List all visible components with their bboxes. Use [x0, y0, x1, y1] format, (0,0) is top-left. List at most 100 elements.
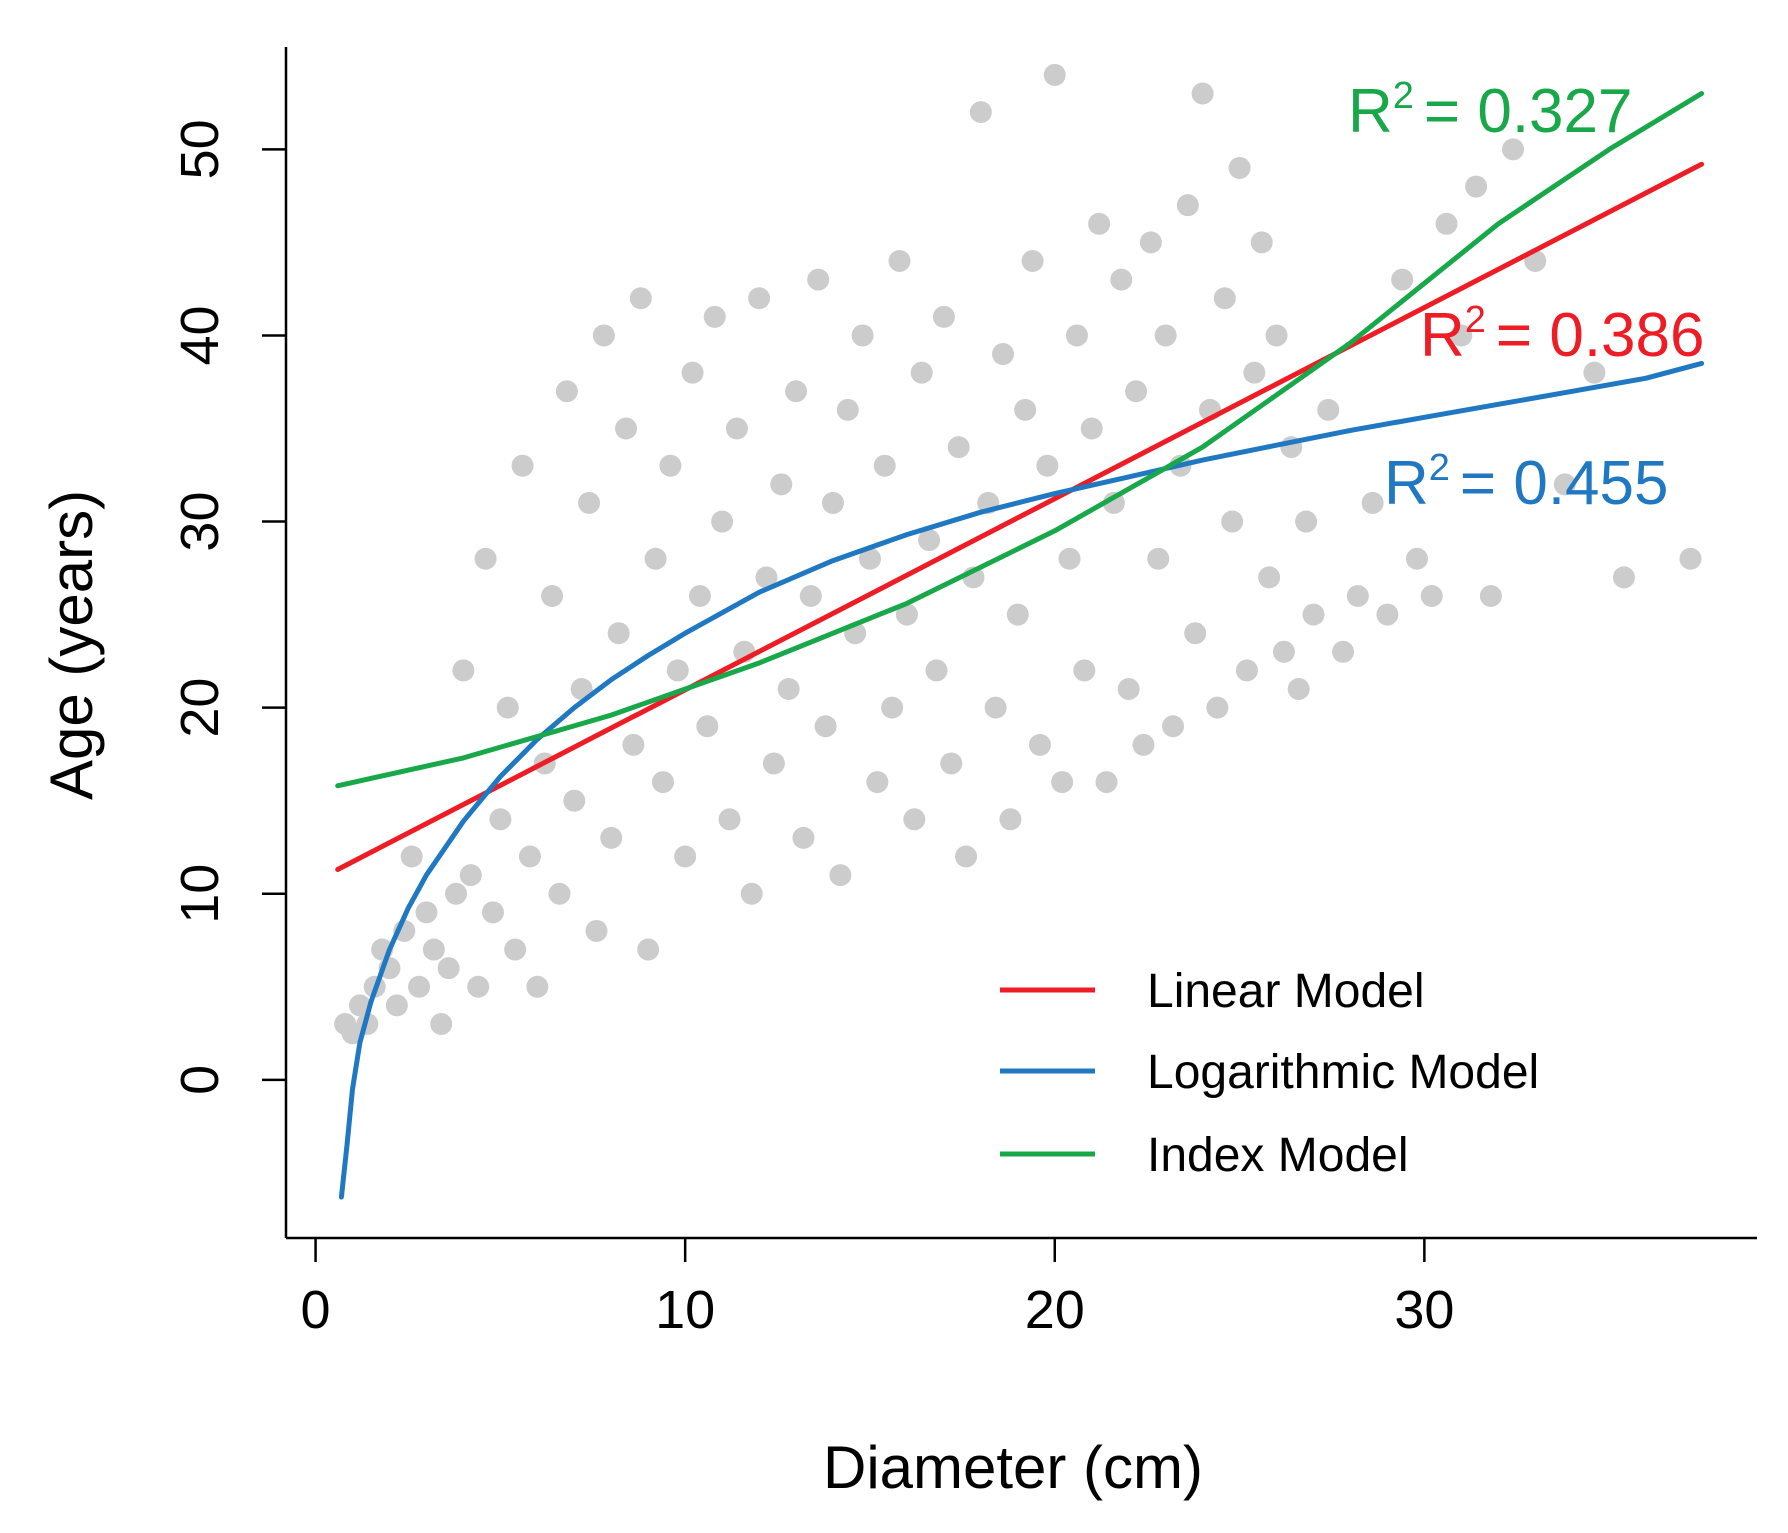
data-point-12 [422, 938, 445, 961]
x-tick-label-1: 10 [655, 1280, 715, 1340]
data-point-2 [348, 994, 371, 1017]
data-point-63 [799, 584, 822, 607]
data-point-50 [703, 305, 726, 328]
data-point-44 [659, 454, 682, 477]
data-point-21 [489, 808, 512, 831]
data-point-20 [481, 901, 504, 924]
data-point-58 [762, 752, 785, 775]
annotation-r2-linear-sup: 2 [1465, 299, 1486, 341]
annotation-r2-linear: R2 = 0.386 [1420, 299, 1705, 370]
data-point-9 [400, 845, 423, 868]
data-point-7 [385, 994, 408, 1017]
data-point-66 [822, 491, 845, 514]
data-point-39 [622, 733, 645, 756]
data-point-121 [1228, 156, 1251, 179]
data-point-139 [1420, 584, 1443, 607]
annotation-r2-log-value: = 0.455 [1460, 449, 1669, 518]
data-point-106 [1117, 678, 1140, 701]
data-point-15 [445, 882, 468, 905]
data-point-29 [548, 882, 571, 905]
data-point-129 [1287, 678, 1310, 701]
data-point-141 [1450, 324, 1473, 347]
series-line-index-model [335, 91, 1705, 789]
data-point-80 [925, 659, 948, 682]
data-point-31 [563, 789, 586, 812]
data-point-76 [895, 603, 918, 626]
data-point-124 [1250, 231, 1273, 254]
data-point-74 [881, 696, 904, 719]
data-point-42 [644, 547, 667, 570]
y-tick-label-5: 50 [170, 119, 230, 179]
data-point-25 [518, 845, 541, 868]
x-tick-label-0: 0 [301, 1280, 331, 1340]
annotation-r2-linear-r: R [1420, 301, 1465, 370]
data-point-116 [1191, 82, 1214, 105]
data-point-19 [474, 547, 497, 570]
y-tick-label-3: 30 [170, 492, 230, 552]
data-point-86 [969, 101, 992, 124]
annotation-r2-index-value: = 0.327 [1424, 77, 1633, 146]
data-point-97 [1051, 771, 1074, 794]
data-point-101 [1080, 417, 1103, 440]
data-point-46 [674, 845, 697, 868]
data-point-127 [1272, 640, 1295, 663]
data-point-48 [688, 584, 711, 607]
data-point-82 [940, 752, 963, 775]
data-point-102 [1088, 212, 1111, 235]
points-layer [334, 63, 1702, 1045]
data-point-131 [1302, 603, 1325, 626]
data-point-49 [696, 715, 719, 738]
data-point-26 [526, 975, 549, 998]
data-point-144 [1502, 138, 1525, 161]
data-point-68 [836, 398, 859, 421]
x-axis-title: Diameter (cm) [823, 1434, 1203, 1501]
annotation-r2-log-r: R [1384, 449, 1429, 518]
data-point-32 [570, 678, 593, 701]
data-point-45 [666, 659, 689, 682]
data-point-61 [785, 380, 808, 403]
data-point-119 [1213, 287, 1236, 310]
data-point-122 [1235, 659, 1258, 682]
annotation-r2-linear-value: = 0.386 [1496, 301, 1705, 370]
annotation-r2-index: R2 = 0.327 [1348, 75, 1633, 146]
data-point-40 [629, 287, 652, 310]
data-point-95 [1036, 454, 1059, 477]
data-point-71 [858, 547, 881, 570]
data-point-28 [541, 584, 564, 607]
data-point-65 [814, 715, 837, 738]
ticks-layer: 0 10 20 30 0 10 20 30 40 50 [170, 119, 1454, 1340]
data-point-35 [592, 324, 615, 347]
data-point-59 [770, 473, 793, 496]
data-point-90 [999, 808, 1022, 831]
data-point-60 [777, 678, 800, 701]
data-point-103 [1095, 771, 1118, 794]
lines-layer [335, 91, 1705, 1200]
data-point-140 [1435, 212, 1458, 235]
data-point-37 [607, 622, 630, 645]
data-point-56 [748, 287, 771, 310]
data-point-138 [1405, 547, 1428, 570]
data-point-143 [1479, 584, 1502, 607]
data-point-13 [430, 1012, 453, 1035]
data-point-120 [1221, 510, 1244, 533]
data-point-123 [1243, 361, 1266, 384]
data-point-53 [725, 417, 748, 440]
data-point-47 [681, 361, 704, 384]
data-point-111 [1154, 324, 1177, 347]
data-point-57 [755, 566, 778, 589]
data-point-104 [1102, 491, 1125, 514]
data-point-88 [984, 696, 1007, 719]
data-point-100 [1073, 659, 1096, 682]
data-point-84 [955, 845, 978, 868]
data-point-91 [1006, 603, 1029, 626]
data-point-99 [1065, 324, 1088, 347]
data-point-17 [459, 864, 482, 887]
data-point-22 [496, 696, 519, 719]
data-point-81 [932, 305, 955, 328]
data-point-79 [918, 529, 941, 552]
data-point-62 [792, 826, 815, 849]
data-point-148 [1612, 566, 1635, 589]
y-axis-title: Age (years) [38, 490, 105, 800]
data-point-36 [600, 826, 623, 849]
